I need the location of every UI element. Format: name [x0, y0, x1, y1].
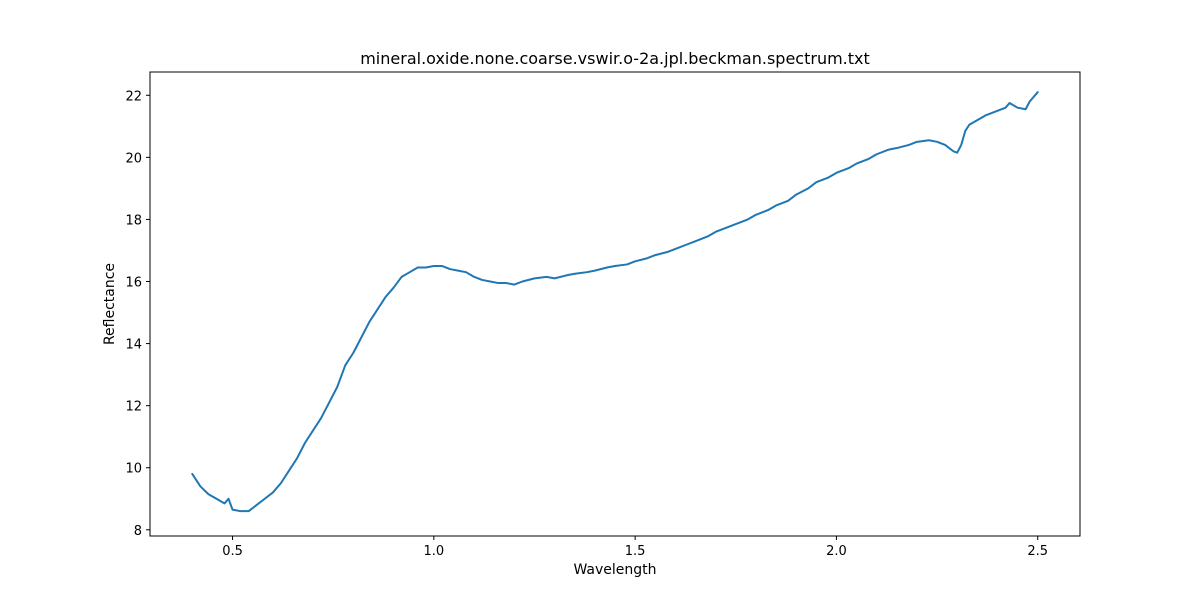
- x-tick-label: 2.5: [1027, 544, 1048, 559]
- x-axis-label: Wavelength: [573, 562, 656, 578]
- x-tick-label: 1.5: [625, 544, 646, 559]
- y-tick-label: 14: [125, 338, 142, 353]
- y-tick-label: 12: [125, 400, 142, 415]
- y-tick-label: 16: [125, 275, 142, 290]
- y-tick-label: 18: [125, 213, 142, 228]
- y-axis-label: Reflectance: [102, 263, 118, 345]
- y-tick-label: 20: [125, 151, 142, 166]
- series-line: [191, 91, 1039, 513]
- y-tick-label: 8: [134, 524, 142, 539]
- y-tick-label: 22: [125, 89, 142, 104]
- plot-area: [149, 71, 1081, 537]
- series-layer: [191, 91, 1039, 513]
- x-tick-label: 0.5: [222, 544, 243, 559]
- chart-title: mineral.oxide.none.coarse.vswir.o-2a.jpl…: [360, 49, 870, 68]
- x-tick-label: 2.0: [826, 544, 847, 559]
- y-axis-ticks: 8 10 12 14 16 18 20 22: [125, 89, 150, 539]
- x-tick-label: 1.0: [423, 544, 444, 559]
- axes-frame: [149, 71, 1081, 537]
- y-tick-label: 10: [125, 462, 142, 477]
- x-axis-ticks: 0.5 1.0 1.5 2.0 2.5: [222, 536, 1048, 559]
